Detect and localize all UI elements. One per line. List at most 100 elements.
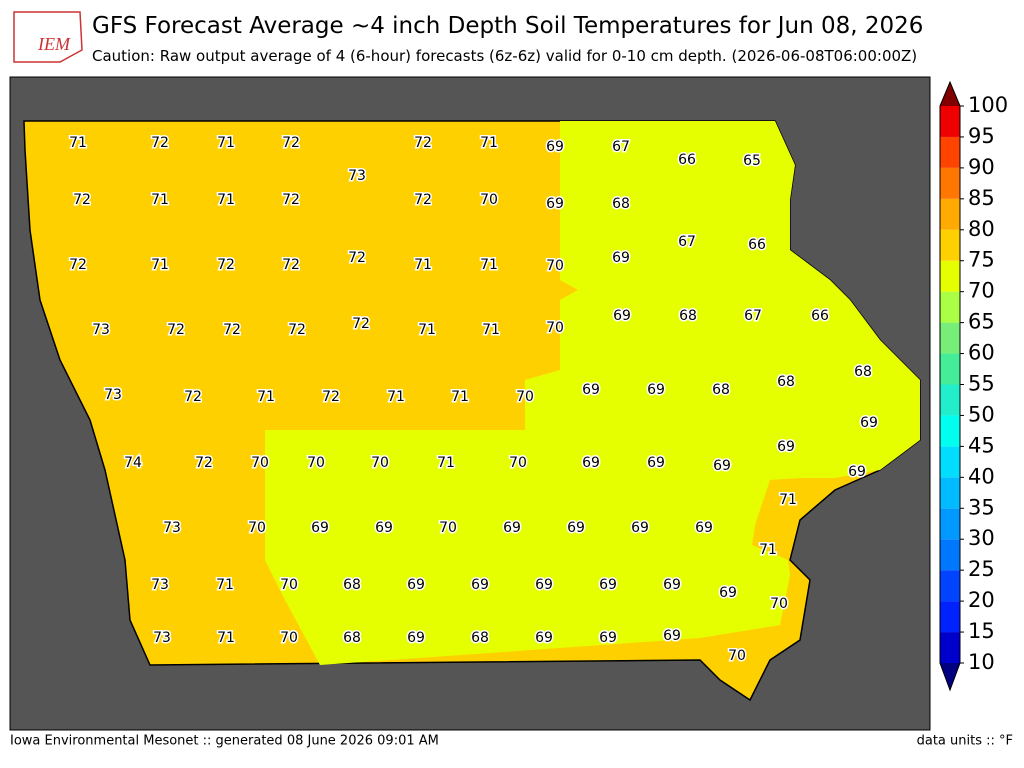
county-value: 69 — [471, 577, 489, 593]
colorbar-over — [940, 82, 960, 106]
county-value: 70 — [770, 596, 788, 612]
county-value: 71 — [387, 389, 405, 405]
colorbar-segment — [940, 106, 960, 137]
colorbar-segment — [940, 136, 960, 168]
county-value: 72 — [167, 322, 185, 338]
colorbar-under — [940, 663, 960, 690]
county-value: 69 — [663, 577, 681, 593]
colorbar-segment — [940, 353, 960, 385]
county-value: 69 — [546, 139, 564, 155]
county-value: 73 — [163, 520, 181, 536]
county-value: 71 — [216, 577, 234, 593]
county-value: 70 — [248, 520, 266, 536]
colorbar-tick-label: 80 — [968, 217, 995, 241]
county-value: 70 — [546, 320, 564, 336]
colorbar-segment — [940, 198, 960, 230]
county-value: 71 — [217, 630, 235, 646]
county-value: 72 — [322, 389, 340, 405]
county-labels: 71 72 71 72 72 71 69 67 66 65 73 72 71 71 72 72 70 69 68 72… — [68, 134, 880, 666]
county-value: 69 — [599, 577, 617, 593]
county-value: 71 — [69, 135, 87, 151]
colorbar-segment — [940, 260, 960, 292]
colorbar-segment — [940, 446, 960, 478]
county-value: 73 — [348, 168, 366, 184]
colorbar-tick-label: 10 — [968, 650, 995, 674]
county-value: 69 — [375, 520, 393, 536]
colorbar-segment — [940, 167, 960, 199]
county-value: 69 — [599, 630, 617, 646]
county-value: 70 — [280, 630, 298, 646]
county-value: 72 — [184, 389, 202, 405]
county-value: 69 — [631, 520, 649, 536]
county-value: 72 — [217, 257, 235, 273]
colorbar-segment — [940, 229, 960, 261]
county-value: 69 — [503, 520, 521, 536]
colorbar-segment — [940, 415, 960, 447]
county-value: 74 — [124, 455, 142, 471]
county-value: 73 — [92, 322, 110, 338]
county-value: 69 — [311, 520, 329, 536]
title: GFS Forecast Average ~4 inch Depth Soil … — [92, 13, 923, 39]
county-value: 71 — [451, 389, 469, 405]
county-value: 72 — [414, 192, 432, 208]
county-value: 69 — [848, 464, 866, 480]
colorbar-segment — [940, 384, 960, 416]
county-value: 71 — [217, 192, 235, 208]
county-value: 68 — [612, 196, 630, 212]
county-value: 70 — [251, 455, 269, 471]
county-value: 70 — [728, 648, 746, 664]
county-value: 69 — [695, 520, 713, 536]
county-value: 71 — [480, 257, 498, 273]
iowa-mild — [265, 121, 920, 665]
county-value: 67 — [678, 234, 696, 250]
county-value: 68 — [471, 630, 489, 646]
county-value: 71 — [414, 257, 432, 273]
county-value: 72 — [223, 322, 241, 338]
colorbar-tick-label: 55 — [968, 372, 995, 396]
county-value: 70 — [307, 455, 325, 471]
county-value: 71 — [779, 492, 797, 508]
county-value: 69 — [713, 458, 731, 474]
county-value: 72 — [282, 135, 300, 151]
colorbar-segment — [940, 322, 960, 354]
county-value: 71 — [151, 192, 169, 208]
county-value: 68 — [679, 308, 697, 324]
county-value: 72 — [288, 322, 306, 338]
colorbar-tick-label: 60 — [968, 341, 995, 365]
county-value: 72 — [69, 257, 87, 273]
county-value: 68 — [777, 374, 795, 390]
county-value: 69 — [567, 520, 585, 536]
colorbar-tick-label: 40 — [968, 464, 995, 488]
logo-text: IEM — [37, 34, 71, 54]
colorbar-tick-label: 25 — [968, 557, 995, 581]
county-value: 72 — [195, 455, 213, 471]
colorbar-tick-label: 30 — [968, 526, 995, 550]
county-value: 72 — [151, 135, 169, 151]
colorbar-segment — [940, 601, 960, 633]
county-value: 71 — [480, 135, 498, 151]
county-value: 66 — [678, 152, 696, 168]
colorbar: 10 15 20 25 30 35 40 45 50 55 60 65 70 75 80 85 90 95 100 — [939, 80, 1008, 692]
county-value: 69 — [582, 382, 600, 398]
county-value: 72 — [282, 257, 300, 273]
colorbar-tick-label: 100 — [968, 93, 1008, 117]
county-value: 72 — [348, 250, 366, 266]
county-value: 69 — [582, 455, 600, 471]
colorbar-segment — [940, 570, 960, 602]
county-value: 68 — [343, 630, 361, 646]
colorbar-segment — [940, 291, 960, 323]
county-value: 73 — [104, 387, 122, 403]
map — [9, 76, 931, 731]
colorbar-segment — [940, 477, 960, 509]
county-value: 69 — [612, 250, 630, 266]
county-value: 70 — [439, 520, 457, 536]
footer-right: data units :: °F — [917, 734, 1013, 749]
county-value: 67 — [744, 308, 762, 324]
colorbar-segment — [940, 508, 960, 540]
county-value: 68 — [712, 382, 730, 398]
county-value: 73 — [153, 630, 171, 646]
colorbar-segment — [940, 539, 960, 571]
county-value: 70 — [371, 455, 389, 471]
county-value: 69 — [407, 577, 425, 593]
